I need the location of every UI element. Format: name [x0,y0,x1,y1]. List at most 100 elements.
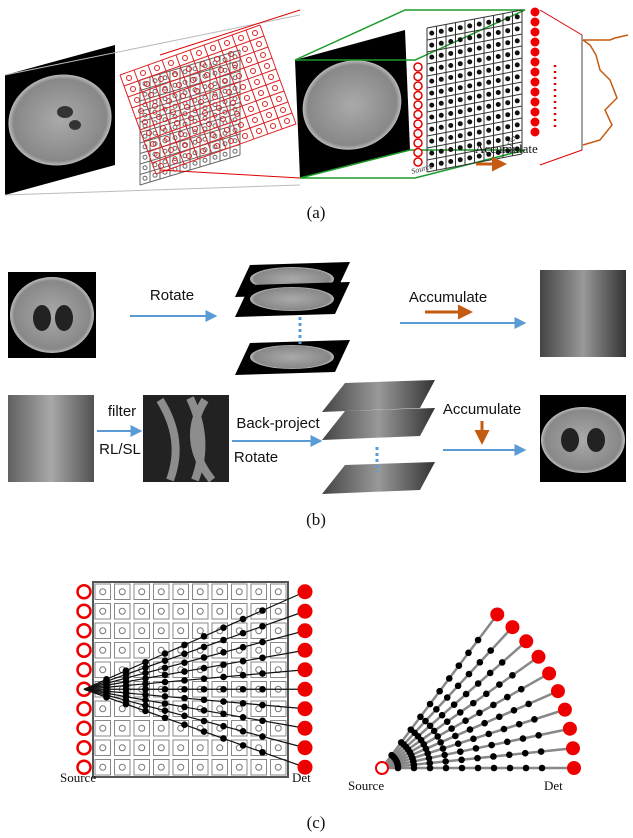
pixel [257,42,262,47]
pixel [487,44,491,48]
detector-element [531,68,540,77]
pixel [449,136,453,140]
sample-point [496,681,503,688]
source-element [414,149,422,157]
sample-point [507,765,514,772]
sample-point [444,694,451,701]
sample-point [459,765,466,772]
detector-element [298,721,313,736]
ct-body [541,407,625,473]
sinogram [540,270,626,357]
pixel [241,85,246,90]
sample-point [240,728,247,735]
sample-point [467,726,474,733]
caption: (c) [307,813,326,832]
sample-point [476,710,483,717]
pixel [269,75,274,80]
pixel [255,80,260,85]
pixel [247,58,252,63]
pixel [183,56,188,61]
detector-element [531,118,540,127]
pixel [277,97,282,102]
rotated-slices [235,262,350,375]
pixel [449,76,453,80]
pixel [193,161,197,165]
pixel [458,62,462,66]
filtered-sinogram [143,395,229,482]
ct-lung [69,120,81,130]
pixel [449,64,453,68]
pixel [506,89,510,93]
pixel [449,112,453,116]
sample-point [437,739,444,746]
sample-point [441,752,448,759]
sample-point [162,693,169,700]
fan-rays [376,607,581,775]
sample-point [518,686,525,693]
sample-point [259,607,266,614]
pixel [458,38,462,42]
sample-point [162,672,169,679]
pixel [263,102,268,107]
figure: Source Det Accumulate (a) Rotate Accumul… [0,0,633,838]
pixel [439,101,443,105]
sample-point [240,644,247,651]
sample-point [259,733,266,740]
source-element [414,130,422,138]
grid-line [136,69,276,119]
pixel [477,58,481,62]
det-label: Det [292,770,311,785]
pixel [197,138,202,143]
slice [322,408,435,440]
sample-point [240,616,247,623]
sample-point [474,755,481,762]
pixel [149,93,154,98]
det-label: Det [544,778,563,793]
grid-line [134,70,170,169]
sample-point [523,765,530,772]
detector-element [531,108,540,117]
sample-point [201,644,208,651]
pixel [143,166,147,170]
sample-point [509,672,516,679]
sample-point [465,650,472,657]
rotate-label: Rotate [150,287,194,304]
detector-element [531,38,540,47]
pixel [243,47,248,52]
sample-point [470,736,477,743]
sample-point [259,686,266,693]
pixel [496,55,500,59]
pixel [245,96,250,101]
sample-point [201,633,208,640]
pixel [267,113,272,118]
pixel [439,113,443,117]
sample-point [220,698,227,705]
pixel [225,41,230,46]
ct-lung [33,305,51,331]
source-element [414,111,422,119]
pixel [237,74,242,79]
detector-element [558,703,572,717]
pixel [487,80,491,84]
pixel [233,149,237,153]
sample-point [181,704,188,711]
sample-point [535,732,542,739]
pixel [449,148,453,152]
pixel [506,113,510,117]
detector-element [490,607,504,621]
pixel [496,103,500,107]
sample-point [417,714,424,721]
sample-point [259,749,266,756]
source-element [78,585,91,598]
pixel [449,100,453,104]
sample-point [398,739,405,746]
grid-line [128,47,268,97]
pixel [496,91,500,95]
slice-body [250,287,334,311]
pixel [430,151,434,155]
pixel [251,69,256,74]
pixel [203,158,207,162]
grid-line [132,58,272,108]
pixel [439,53,443,57]
sample-point [539,765,546,772]
